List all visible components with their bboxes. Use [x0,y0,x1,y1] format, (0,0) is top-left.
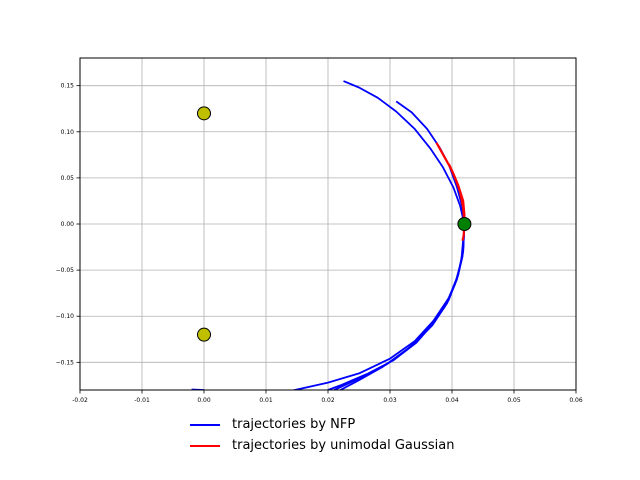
y-tick-label: −0.15 [56,359,75,366]
legend-item-gaussian: trajectories by unimodal Gaussian [186,435,486,456]
legend-label-nfp: trajectories by NFP [232,417,356,432]
point-marker [197,106,211,121]
legend-label-gaussian: trajectories by unimodal Gaussian [232,438,455,453]
trajectory-line [339,233,465,390]
y-tick-label: 0.10 [61,129,75,136]
x-tick-label: 0.01 [259,397,273,404]
legend-swatch-gaussian [190,444,220,447]
x-tick-label: 0.06 [569,397,583,404]
series-1 [435,142,466,241]
y-tick-label: −0.05 [56,267,75,274]
legend-swatch-nfp [190,423,220,426]
point-marker [457,217,472,231]
trajectory-line [327,100,466,390]
legend-item-nfp: trajectories by NFP [186,414,486,435]
x-tick-label: 0.04 [445,397,459,404]
markers-group [197,106,472,342]
x-tick-label: -0.01 [134,397,150,404]
legend: trajectories by NFP trajectories by unim… [186,414,486,456]
x-tick-label: 0.00 [197,397,211,404]
point-marker [197,327,211,342]
grid-lines [79,58,577,390]
trajectory-line [290,80,466,390]
x-tick-label: 0.02 [321,397,335,404]
x-tick-label: 0.05 [507,397,521,404]
y-tick-label: 0.05 [61,175,75,182]
y-axis-ticks: 0.15 0.10 0.05 0.00 −0.05 −0.10 −0.15 [56,83,80,366]
y-tick-label: 0.15 [61,83,75,90]
y-tick-label: −0.10 [56,313,75,320]
y-tick-label: 0.00 [61,221,75,228]
trajectory-line [333,228,466,390]
x-axis-ticks: -0.02 -0.01 0.00 0.01 0.02 0.03 0.04 0.05 0.06 [72,390,583,404]
trajectory-line [447,163,466,225]
x-tick-label: -0.02 [72,397,88,404]
x-tick-label: 0.03 [383,397,397,404]
